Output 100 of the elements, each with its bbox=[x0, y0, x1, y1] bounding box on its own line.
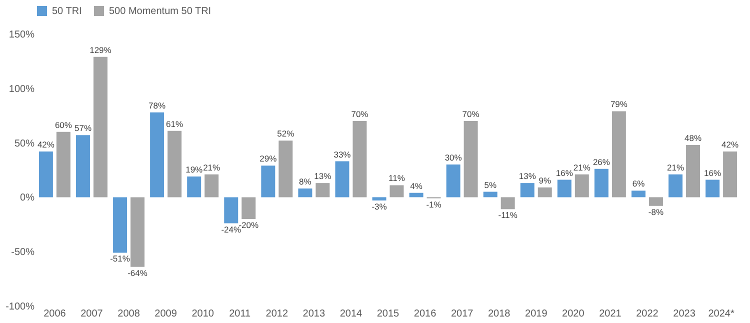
bar bbox=[409, 192, 424, 198]
bar bbox=[335, 161, 350, 198]
data-label: -20% bbox=[238, 220, 259, 230]
x-tick-label: 2012 bbox=[266, 308, 288, 320]
bar bbox=[648, 197, 663, 206]
x-tick-label: 2022 bbox=[636, 308, 659, 320]
data-label: 61% bbox=[166, 118, 184, 129]
bar bbox=[150, 112, 164, 198]
data-label: 21% bbox=[203, 162, 221, 172]
data-label: 48% bbox=[684, 132, 702, 143]
legend-label: 50 TRI bbox=[52, 6, 82, 17]
data-label: 21% bbox=[573, 162, 591, 172]
data-label: 79% bbox=[610, 99, 628, 110]
bar bbox=[723, 152, 738, 198]
x-tick-label: 2020 bbox=[562, 308, 585, 320]
y-tick-label: -100% bbox=[6, 302, 35, 312]
x-tick-label: 2021 bbox=[599, 308, 622, 320]
data-label: 29% bbox=[260, 154, 278, 164]
y-tick-label: -50% bbox=[11, 247, 35, 258]
bar bbox=[557, 180, 572, 198]
data-label: 6% bbox=[632, 178, 646, 189]
data-label: 42% bbox=[37, 140, 55, 150]
bar bbox=[187, 176, 202, 198]
x-tick-label: 2019 bbox=[525, 308, 548, 320]
x-tick-label: 2017 bbox=[450, 308, 474, 320]
bar bbox=[372, 197, 386, 200]
bar bbox=[261, 166, 276, 198]
bar bbox=[130, 197, 145, 267]
x-tick-label: 2010 bbox=[192, 308, 214, 320]
x-tick-label: 2009 bbox=[154, 308, 178, 320]
bar bbox=[76, 135, 90, 198]
bar bbox=[204, 174, 219, 198]
x-tick-label: 2015 bbox=[376, 308, 400, 320]
bar bbox=[500, 197, 515, 210]
x-tick-label: 2018 bbox=[488, 308, 511, 320]
x-tick-label: 2011 bbox=[229, 308, 252, 320]
bar bbox=[278, 140, 293, 198]
legend-label: 500 Momentum 50 TRI bbox=[109, 6, 212, 17]
bar bbox=[38, 152, 53, 198]
data-label: -11% bbox=[498, 210, 518, 220]
bar bbox=[612, 111, 626, 198]
data-label: -24% bbox=[221, 224, 242, 234]
data-label: 16% bbox=[704, 168, 722, 178]
data-label: -8% bbox=[648, 206, 664, 217]
data-label: 42% bbox=[722, 140, 739, 150]
data-label: 13% bbox=[518, 171, 536, 182]
bar bbox=[686, 144, 700, 198]
bar bbox=[298, 188, 312, 198]
bar bbox=[668, 174, 683, 198]
data-label: 60% bbox=[54, 120, 72, 130]
bar bbox=[706, 180, 720, 198]
bar bbox=[168, 130, 182, 198]
x-tick-label: 2013 bbox=[302, 308, 326, 320]
data-label: 21% bbox=[667, 162, 684, 172]
bar bbox=[483, 192, 498, 198]
data-label: -64% bbox=[128, 268, 148, 278]
data-label: 129% bbox=[90, 44, 112, 55]
x-tick-label: 2023 bbox=[673, 308, 696, 320]
data-label: 26% bbox=[592, 156, 610, 167]
y-tick-label: 150% bbox=[8, 30, 35, 40]
bar bbox=[464, 121, 478, 198]
bar bbox=[538, 187, 552, 198]
bar bbox=[93, 56, 108, 198]
data-label: 9% bbox=[538, 175, 552, 186]
data-label: 78% bbox=[148, 100, 166, 110]
bar bbox=[594, 168, 608, 198]
data-label: -3% bbox=[372, 201, 388, 212]
data-label: 70% bbox=[462, 109, 480, 120]
data-label: -51% bbox=[110, 254, 130, 264]
bar bbox=[56, 132, 70, 198]
data-label: 4% bbox=[410, 180, 423, 191]
x-tick-label: 2007 bbox=[80, 308, 104, 320]
data-label: 8% bbox=[299, 176, 312, 186]
data-label: 52% bbox=[277, 128, 295, 139]
bar bbox=[113, 197, 128, 253]
data-label: 19% bbox=[186, 164, 204, 175]
x-tick-label: 2014 bbox=[340, 308, 363, 320]
x-tick-label: 2008 bbox=[118, 308, 140, 320]
bar bbox=[224, 197, 238, 224]
bar bbox=[520, 183, 534, 198]
x-tick-label: 2016 bbox=[414, 308, 437, 320]
data-label: 30% bbox=[444, 152, 462, 163]
bar bbox=[574, 174, 589, 198]
x-tick-label: 2006 bbox=[44, 308, 66, 320]
y-tick-label: 50% bbox=[14, 138, 35, 150]
y-tick-label: 0% bbox=[20, 192, 35, 204]
data-label: 57% bbox=[74, 123, 92, 134]
data-label: 33% bbox=[334, 149, 352, 160]
bar bbox=[390, 185, 404, 198]
bar bbox=[316, 183, 330, 198]
data-label: 5% bbox=[484, 180, 497, 190]
data-label: 11% bbox=[388, 173, 406, 184]
bar bbox=[631, 190, 646, 198]
bar bbox=[446, 164, 460, 198]
x-tick-label: 2024* bbox=[708, 308, 734, 320]
data-label: 70% bbox=[351, 109, 369, 120]
bar bbox=[352, 121, 367, 198]
data-label: -1% bbox=[426, 199, 442, 210]
data-label: 13% bbox=[314, 171, 332, 182]
data-label: 16% bbox=[556, 168, 574, 178]
